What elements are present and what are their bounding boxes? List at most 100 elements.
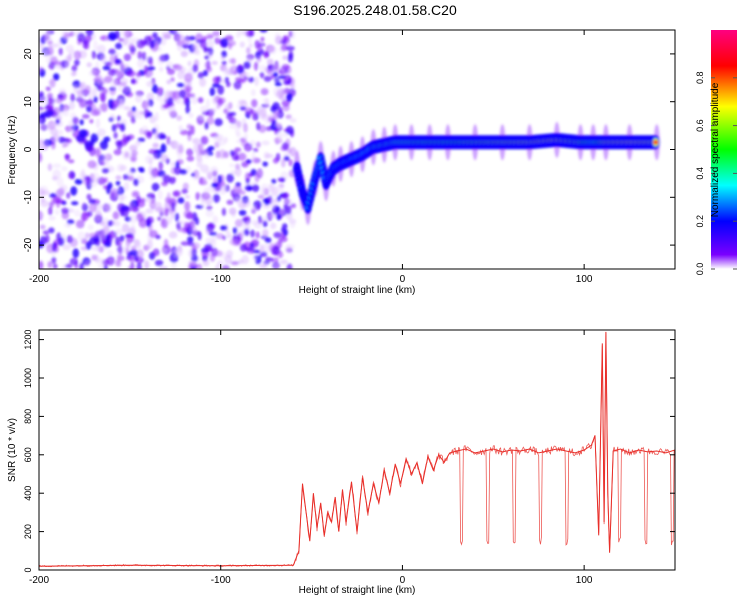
noise-blob [261,140,270,146]
noise-blob [131,106,137,112]
noise-blob [108,31,117,41]
noise-blob [90,109,100,116]
noise-blob [73,84,79,94]
noise-blob [115,122,122,129]
noise-blob [178,125,183,131]
noise-blob [62,142,67,148]
snr-x-label: Height of straight line (km) [299,585,416,596]
noise-blob [280,158,286,168]
noise-blob [76,90,84,99]
noise-blob [186,148,194,156]
noise-blob [241,198,251,208]
noise-blob [113,132,118,139]
noise-blob [248,43,253,48]
noise-blob [226,112,233,120]
spectrogram-y-label: Frequency (Hz) [7,116,18,185]
noise-blob [229,207,237,215]
noise-blob [92,87,98,97]
noise-blob [228,124,237,129]
noise-blob [72,116,79,125]
noise-blob [164,208,169,217]
noise-blob [86,145,94,152]
noise-blob [54,209,60,216]
noise-blob [61,166,68,172]
noise-blob [89,119,94,124]
noise-blob [111,220,117,226]
noise-blob [107,182,113,190]
noise-blob [191,96,198,105]
noise-blob [168,176,176,185]
noise-blob [220,55,225,60]
noise-blob [145,197,154,203]
noise-blob [52,163,62,169]
noise-blob [80,212,90,221]
noise-blob [212,215,219,224]
noise-blob [208,222,216,230]
noise-blob [49,78,56,88]
noise-blob [48,43,53,54]
noise-blob [254,40,261,49]
noise-blob [78,98,85,109]
noise-blob [130,115,136,124]
noise-blob [262,243,271,254]
noise-blob [130,78,136,84]
noise-blob [182,182,189,191]
noise-blob [209,253,216,262]
noise-blob [52,169,61,179]
noise-blob [152,248,160,257]
noise-blob [85,85,91,94]
noise-blob [82,137,88,145]
noise-blob [204,55,210,60]
noise-blob [201,111,210,116]
noise-blob [237,152,247,161]
noise-blob [167,68,175,75]
noise-blob [132,206,139,213]
noise-blob [165,91,173,96]
noise-blob [48,216,56,221]
noise-blob [68,159,75,164]
noise-blob [111,124,117,132]
noise-blob [85,175,90,186]
noise-blob [111,99,120,108]
noise-blob [185,86,191,97]
noise-blob [280,44,288,52]
noise-blob [258,64,267,72]
noise-blob [260,36,265,42]
noise-blob [273,231,282,239]
noise-blob [99,204,107,209]
noise-blob [93,96,98,103]
y-tick-label: -20 [23,237,34,252]
noise-blob [176,82,185,88]
noise-blob [277,250,284,259]
noise-blob [66,219,75,225]
noise-blob [245,159,252,164]
noise-blob [220,225,228,231]
noise-blob [263,50,270,59]
noise-blob [184,194,191,199]
noise-blob [209,108,217,113]
noise-blob [270,257,275,262]
noise-blob [273,63,280,73]
noise-blob [235,197,241,205]
noise-blob [115,58,122,65]
noise-blob [200,198,206,208]
noise-blob [282,55,288,60]
noise-blob [263,188,270,196]
noise-blob [212,30,221,37]
noise-blob [205,98,210,109]
noise-blob [146,216,154,224]
noise-blob [178,143,184,154]
noise-blob [257,194,265,199]
noise-blob [191,260,196,268]
noise-blob [140,197,146,203]
noise-blob [249,108,254,115]
noise-blob [281,132,289,138]
noise-blob [262,97,268,104]
noise-blob [129,144,138,152]
noise-blob [206,34,214,40]
noise-blob [256,122,261,131]
noise-blob [245,172,251,181]
noise-blob [215,263,221,269]
noise-blob [50,56,58,65]
snr-noise-jitter [39,333,675,568]
